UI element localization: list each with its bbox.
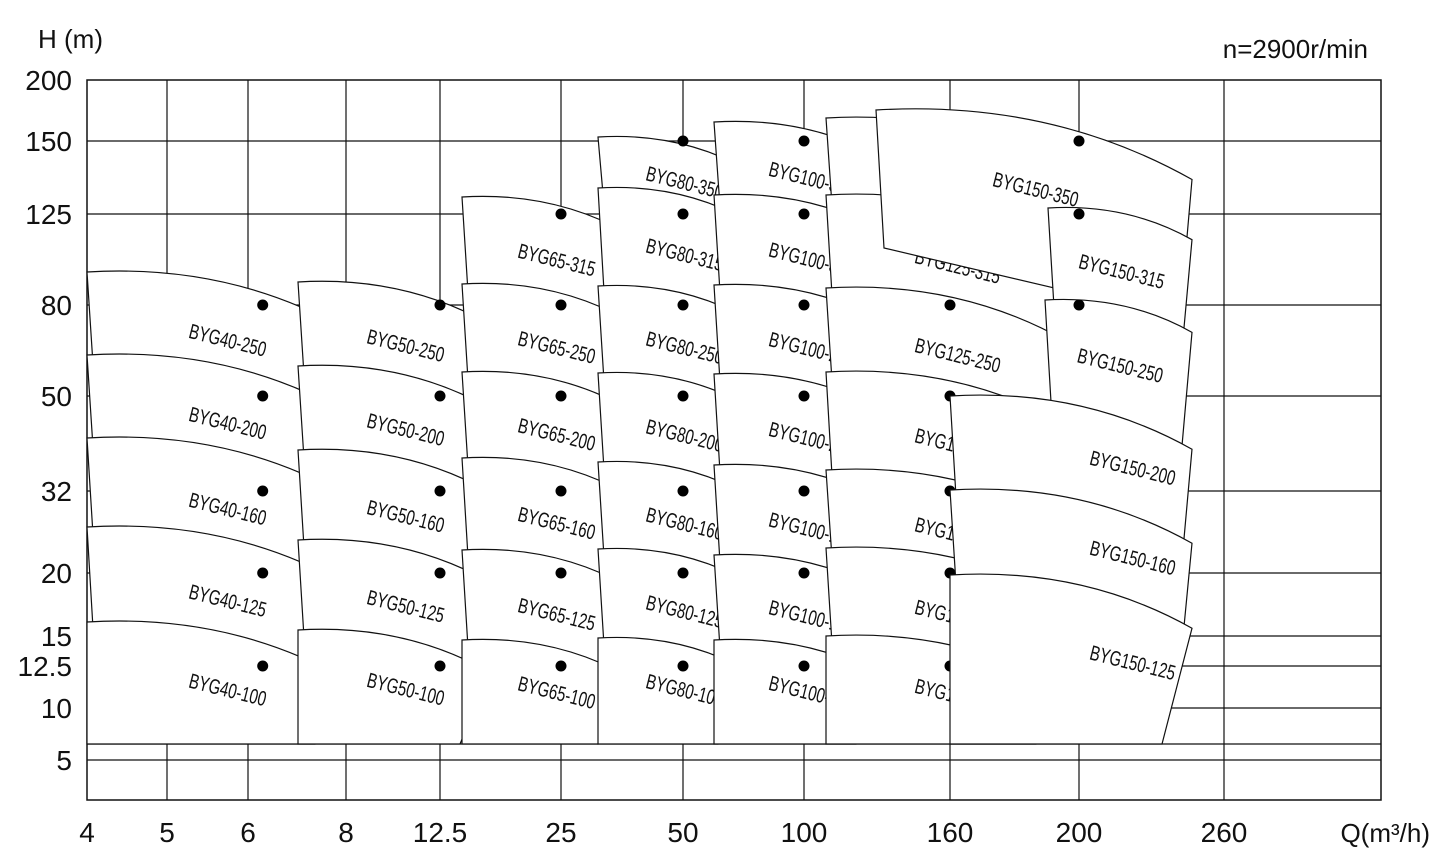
rated-point <box>555 567 567 579</box>
rated-point <box>257 567 269 579</box>
rated-point <box>798 135 810 147</box>
x-tick-label: 25 <box>545 817 576 848</box>
x-axis-label: Q(m³/h) <box>1340 818 1430 848</box>
rated-point <box>798 390 810 402</box>
rated-point <box>434 485 446 497</box>
rated-point <box>1073 208 1085 220</box>
y-tick-label: 20 <box>41 558 72 589</box>
rated-point <box>677 660 689 672</box>
y-tick-label: 150 <box>25 126 72 157</box>
rated-point <box>677 567 689 579</box>
rated-point <box>1073 299 1085 311</box>
rated-point <box>677 390 689 402</box>
rated-point <box>677 208 689 220</box>
x-tick-label: 4 <box>79 817 95 848</box>
x-tick-label: 160 <box>927 817 974 848</box>
rated-point <box>555 390 567 402</box>
y-tick-label: 200 <box>25 65 72 96</box>
x-tick-label: 50 <box>667 817 698 848</box>
y-tick-label: 80 <box>41 290 72 321</box>
x-tick-label: 6 <box>240 817 256 848</box>
rated-point <box>555 299 567 311</box>
rated-point <box>434 299 446 311</box>
rated-point <box>677 135 689 147</box>
rated-point <box>434 660 446 672</box>
x-tick-label: 5 <box>159 817 175 848</box>
rated-point <box>798 660 810 672</box>
rated-point <box>257 390 269 402</box>
x-tick-label: 8 <box>338 817 354 848</box>
x-tick-label: 260 <box>1201 817 1248 848</box>
rated-point <box>555 485 567 497</box>
y-tick-label: 15 <box>41 621 72 652</box>
y-axis-label: H (m) <box>38 24 103 54</box>
rated-point <box>798 567 810 579</box>
rated-point <box>257 299 269 311</box>
y-tick-label: 10 <box>41 693 72 724</box>
rated-point <box>677 299 689 311</box>
rated-point <box>555 208 567 220</box>
pump-region <box>949 573 1193 745</box>
y-tick-label: 32 <box>41 476 72 507</box>
note: n=2900r/min <box>1223 34 1368 64</box>
rated-point <box>434 567 446 579</box>
rated-point <box>555 660 567 672</box>
rated-point <box>677 485 689 497</box>
rated-point <box>798 485 810 497</box>
x-tick-label: 12.5 <box>413 817 468 848</box>
rated-point <box>798 299 810 311</box>
y-tick-label: 5 <box>56 745 72 776</box>
rated-point <box>944 299 956 311</box>
y-tick-label: 125 <box>25 199 72 230</box>
rated-point <box>257 660 269 672</box>
rated-point <box>1073 135 1085 147</box>
y-tick-label: 12.5 <box>18 651 73 682</box>
y-tick-label: 50 <box>41 381 72 412</box>
regions: BYG40-250BYG40-200BYG40-160BYG40-125BYG4… <box>86 108 1193 745</box>
rated-point <box>798 208 810 220</box>
rated-point <box>257 485 269 497</box>
x-tick-label: 100 <box>781 817 828 848</box>
rated-point <box>434 390 446 402</box>
x-tick-label: 200 <box>1056 817 1103 848</box>
